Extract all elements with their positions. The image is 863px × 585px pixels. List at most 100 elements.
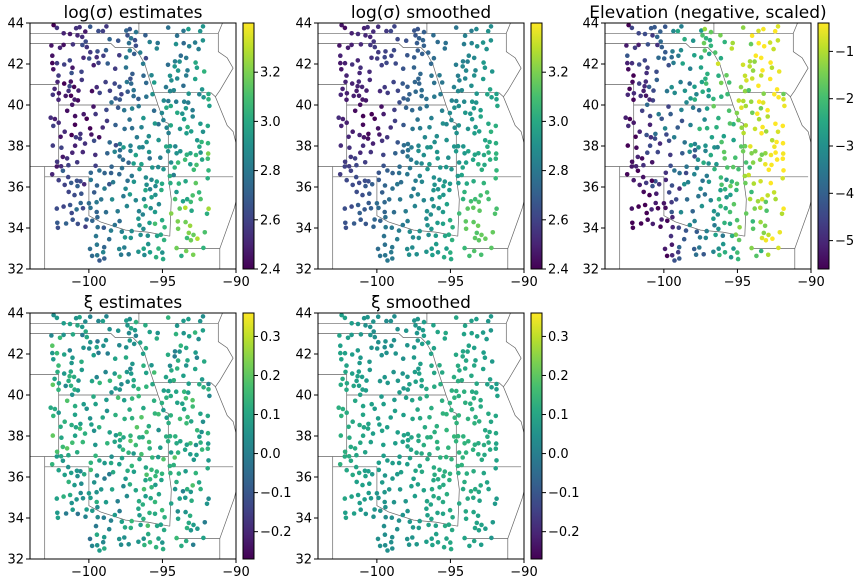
- station-point: [191, 457, 197, 463]
- station-point: [388, 28, 394, 34]
- station-point: [52, 406, 58, 412]
- station-point: [758, 205, 763, 211]
- station-point: [70, 65, 75, 70]
- station-point: [431, 80, 437, 86]
- station-point: [167, 463, 173, 469]
- station-point: [431, 175, 437, 180]
- station-point: [775, 38, 781, 43]
- station-point: [183, 345, 189, 351]
- station-point: [193, 60, 198, 65]
- station-point: [198, 150, 203, 155]
- colorbar: −5−4−3−2−1: [817, 22, 854, 270]
- station-point: [759, 196, 765, 202]
- station-point: [129, 228, 134, 234]
- station-point: [183, 363, 189, 368]
- station-point: [470, 447, 476, 453]
- station-point: [367, 367, 373, 373]
- station-point: [74, 160, 80, 165]
- station-point: [437, 73, 442, 78]
- station-point: [430, 542, 435, 548]
- station-point: [128, 36, 134, 41]
- station-point: [472, 235, 478, 241]
- station-point: [643, 79, 649, 84]
- station-point: [426, 522, 431, 528]
- x-tick-label: −90: [510, 565, 537, 580]
- station-point: [166, 388, 171, 394]
- station-point: [429, 73, 434, 78]
- station-point: [728, 192, 733, 198]
- station-point: [54, 206, 60, 211]
- station-point: [107, 36, 112, 42]
- station-point: [371, 319, 376, 324]
- station-points: [336, 313, 500, 553]
- state-border-line: [30, 84, 158, 106]
- station-point: [489, 535, 494, 541]
- station-point: [183, 179, 188, 184]
- station-point: [421, 442, 427, 448]
- station-point: [175, 110, 180, 116]
- station-point: [107, 430, 112, 435]
- station-point: [454, 420, 459, 426]
- station-point: [754, 253, 759, 259]
- station-point: [102, 170, 107, 176]
- station-point: [411, 476, 416, 482]
- station-point: [358, 150, 363, 155]
- station-point: [487, 157, 493, 162]
- station-point: [50, 53, 55, 58]
- station-point: [372, 44, 378, 50]
- station-point: [716, 246, 721, 251]
- station-point: [95, 224, 100, 230]
- station-point: [378, 508, 383, 514]
- station-point: [414, 160, 419, 165]
- station-point: [79, 481, 84, 487]
- station-point: [183, 106, 189, 111]
- station-point: [678, 47, 684, 53]
- station-point: [457, 368, 462, 373]
- station-point: [411, 345, 417, 350]
- colorbar-tick-label: −1: [835, 45, 854, 60]
- station-point: [67, 83, 72, 89]
- station-point: [747, 64, 752, 69]
- station-point: [95, 514, 100, 520]
- station-point: [339, 67, 344, 72]
- station-point: [191, 232, 196, 238]
- station-point: [474, 91, 480, 96]
- station-point: [178, 343, 184, 349]
- station-point: [124, 203, 130, 209]
- station-point: [140, 351, 146, 357]
- station-point: [159, 400, 165, 406]
- station-point: [141, 115, 146, 121]
- station-point: [776, 69, 782, 74]
- station-point: [701, 252, 706, 257]
- station-point: [456, 123, 462, 128]
- station-point: [82, 431, 88, 436]
- station-point: [455, 363, 461, 369]
- station-point: [136, 386, 141, 392]
- station-point: [758, 219, 763, 225]
- station-point: [375, 126, 381, 131]
- station-point: [668, 163, 673, 169]
- station-point: [405, 461, 410, 467]
- station-point: [663, 205, 668, 211]
- station-point: [188, 452, 193, 457]
- station-point: [662, 126, 668, 131]
- station-point: [419, 87, 425, 93]
- station-point: [142, 542, 147, 548]
- station-point: [692, 97, 698, 102]
- station-point: [432, 182, 437, 188]
- station-point: [188, 528, 194, 533]
- station-point: [167, 73, 173, 79]
- station-point: [86, 491, 92, 496]
- station-point: [635, 154, 641, 160]
- station-point: [179, 543, 184, 549]
- station-point: [143, 175, 149, 180]
- station-point: [117, 387, 123, 392]
- station-point: [183, 55, 189, 61]
- station-point: [751, 181, 757, 186]
- station-point: [67, 348, 73, 353]
- station-point: [143, 370, 149, 376]
- station-point: [494, 387, 499, 392]
- station-point: [670, 224, 675, 230]
- x-tick-label: −90: [797, 275, 824, 290]
- station-point: [385, 548, 390, 553]
